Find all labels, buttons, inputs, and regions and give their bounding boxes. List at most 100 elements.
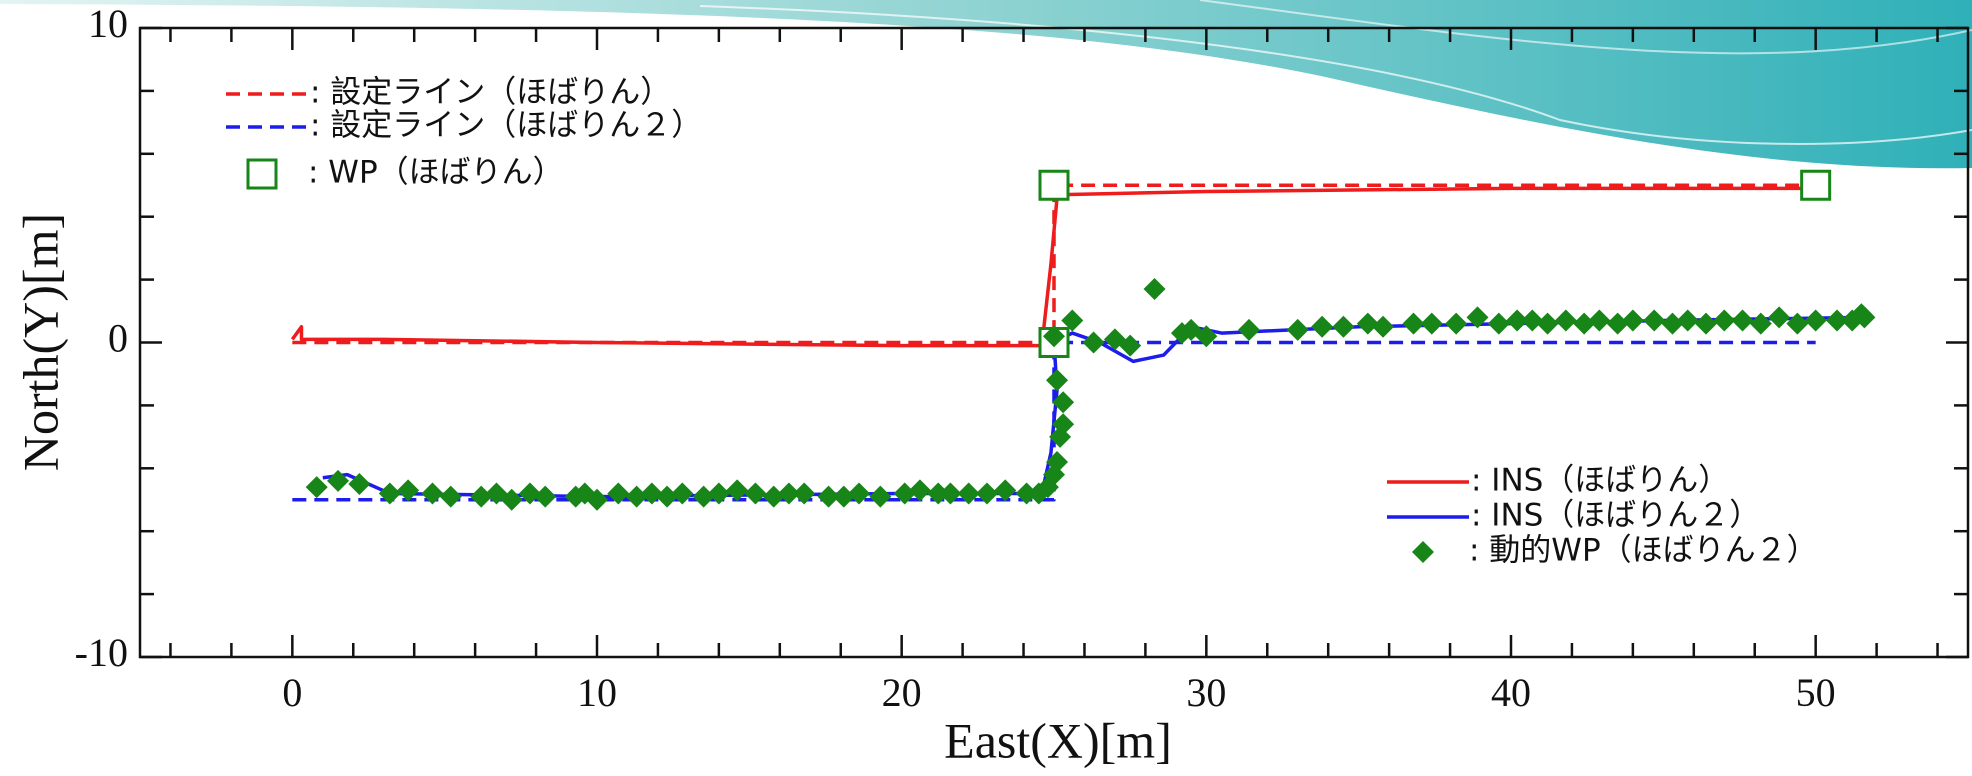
- dynamic-waypoint-marker: [1853, 306, 1876, 329]
- dynamic-waypoint-marker: [1195, 325, 1218, 348]
- dynamic-waypoint-marker: [1119, 334, 1142, 357]
- x-axis-label: East(X)[m]: [944, 712, 1172, 768]
- dynamic-waypoint-marker: [1521, 309, 1544, 332]
- x-tick-label: 0: [282, 670, 302, 715]
- y-tick-label: 10: [88, 1, 128, 46]
- legend-swatch: [246, 158, 278, 190]
- y-axis-label: North(Y)[m]: [12, 213, 68, 471]
- dynamic-waypoint-marker: [726, 479, 749, 502]
- dynamic-waypoint-marker: [305, 476, 328, 499]
- y-tick-label: 0: [108, 316, 128, 361]
- dynamic-waypoint-marker: [1061, 309, 1084, 332]
- dynamic-waypoint-marker: [607, 482, 630, 505]
- waypoint-marker: [1038, 169, 1070, 201]
- dynamic-waypoint-marker: [640, 482, 663, 505]
- dynamic-waypoint-marker: [793, 482, 816, 505]
- dynamic-waypoint-marker: [1536, 312, 1559, 335]
- dynamic-waypoint-marker: [397, 479, 420, 502]
- dynamic-waypoint-marker: [1046, 369, 1069, 392]
- dynamic-waypoint-marker: [957, 482, 980, 505]
- dynamic-waypoint-marker: [1487, 312, 1510, 335]
- dynamic-waypoint-marker: [470, 485, 493, 508]
- dynamic-waypoint-marker: [869, 485, 892, 508]
- dynamic-waypoint-marker: [1143, 278, 1166, 301]
- legend-label: : 動的WP（ほばりん２）: [1469, 533, 1818, 569]
- dynamic-waypoint-marker: [500, 488, 523, 511]
- dynamic-waypoint-marker: [1015, 482, 1038, 505]
- dynamic-waypoint-marker: [327, 469, 350, 492]
- dynamic-waypoint-marker: [1621, 309, 1644, 332]
- dynamic-waypoint-marker: [348, 473, 371, 496]
- dynamic-waypoint-marker: [848, 482, 871, 505]
- x-tick-label: 30: [1186, 670, 1226, 715]
- decoration-wave: [0, 0, 1972, 169]
- dynamic-waypoint-marker: [744, 482, 767, 505]
- legend-label: : INS（ほばりん２）: [1471, 498, 1760, 534]
- dynamic-waypoint-marker: [1506, 309, 1529, 332]
- dynamic-waypoint-marker: [1786, 312, 1809, 335]
- dynamic-waypoint-marker: [1286, 318, 1309, 341]
- dynamic-waypoint-marker: [439, 485, 462, 508]
- dynamic-waypoint-marker: [707, 482, 730, 505]
- x-tick-label: 40: [1491, 670, 1531, 715]
- legend-swatch: [1412, 541, 1434, 563]
- x-tick-label: 50: [1796, 670, 1836, 715]
- dynamic-waypoint-marker: [1554, 309, 1577, 332]
- dynamic-waypoint-marker: [1731, 309, 1754, 332]
- dynamic-waypoint-marker: [1606, 312, 1629, 335]
- dynamic-waypoint-marker: [671, 482, 694, 505]
- legend-label: : 設定ライン（ほばりん）: [310, 75, 671, 111]
- dynamic-waypoint-marker: [1643, 309, 1666, 332]
- dynamic-waypoint-marker: [1356, 312, 1379, 335]
- dynamic-waypoint-marker: [908, 479, 931, 502]
- dynamic-waypoint-marker: [586, 488, 608, 511]
- dynamic-waypoint-marker: [817, 485, 840, 508]
- dynamic-waypoint-marker: [1052, 391, 1075, 414]
- dynamic-waypoint-marker: [927, 482, 950, 505]
- dynamic-waypoint-marker: [1768, 306, 1791, 329]
- dynamic-waypoint-marker: [1661, 312, 1684, 335]
- dynamic-waypoint-marker: [1466, 306, 1489, 329]
- dynamic-waypoint-marker: [893, 482, 916, 505]
- decoration-wave-highlight: [1199, 0, 1972, 55]
- dynamic-waypoint-marker: [994, 479, 1017, 502]
- dynamic-waypoint-marker: [1713, 309, 1736, 332]
- dynamic-waypoint-marker: [692, 485, 715, 508]
- dynamic-waypoint-marker: [1588, 309, 1611, 332]
- dynamic-waypoint-marker: [1052, 413, 1075, 436]
- legend-label: : WP（ほばりん）: [308, 155, 564, 191]
- dynamic-waypoint-marker: [939, 482, 962, 505]
- x-tick-label: 10: [577, 670, 617, 715]
- dynamic-waypoint-marker: [762, 485, 785, 508]
- dynamic-waypoint-marker: [832, 485, 855, 508]
- dynamic-waypoint-marker: [656, 485, 679, 508]
- dynamic-waypoint-marker: [1420, 312, 1443, 335]
- dynamic-waypoint-marker: [1043, 325, 1065, 348]
- waypoint-marker: [1800, 169, 1832, 201]
- dynamic-waypoint-marker: [1402, 312, 1425, 335]
- dynamic-waypoint-marker: [777, 482, 800, 505]
- dynamic-waypoint-marker: [1694, 312, 1717, 335]
- dynamic-waypoint-marker: [1332, 315, 1355, 338]
- dynamic-waypoint-marker: [1046, 451, 1069, 474]
- dynamic-waypoint-marker: [1676, 309, 1699, 332]
- dynamic-waypoint-marker: [1311, 315, 1334, 338]
- decoration-wave-highlight: [699, 5, 1972, 145]
- dynamic-waypoint-marker: [1237, 318, 1260, 341]
- dynamic-waypoint-marker: [975, 482, 998, 505]
- dynamic-waypoint-marker: [1082, 331, 1105, 354]
- dynamic-waypoint-marker: [378, 482, 401, 505]
- dynamic-waypoint-marker: [1825, 309, 1848, 332]
- dynamic-waypoint-marker: [1804, 309, 1827, 332]
- dynamic-waypoint-marker: [534, 485, 557, 508]
- dynamic-waypoint-marker: [1445, 312, 1468, 335]
- dynamic-waypoint-marker: [1573, 312, 1596, 335]
- y-tick-label: -10: [75, 630, 128, 675]
- dynamic-waypoint-marker: [625, 485, 648, 508]
- dynamic-waypoint-marker: [1749, 312, 1772, 335]
- dynamic-waypoint-marker: [1372, 315, 1395, 338]
- legend-label: : 設定ライン（ほばりん２）: [310, 108, 702, 144]
- legend-label: : INS（ほばりん）: [1471, 463, 1729, 499]
- dynamic-waypoint-marker: [518, 482, 541, 505]
